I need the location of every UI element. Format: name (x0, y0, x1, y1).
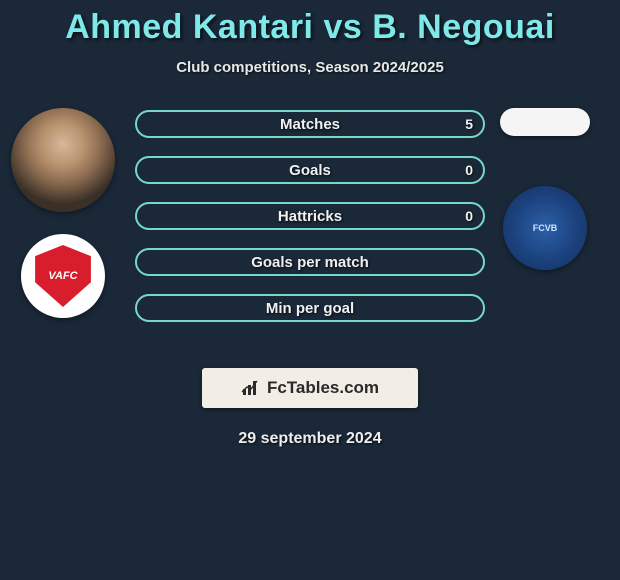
stat-right-value: 5 (465, 116, 473, 132)
footer-brand-text: FcTables.com (267, 378, 379, 398)
stat-label: Goals (289, 162, 331, 179)
stat-row-matches: Matches 5 (135, 110, 485, 138)
club-left-badge: VAFC (21, 234, 105, 318)
club-left-abbr: VAFC (48, 270, 77, 282)
stat-label: Goals per match (251, 254, 369, 271)
stat-row-hattricks: Hattricks 0 (135, 202, 485, 230)
generated-date: 29 september 2024 (238, 430, 381, 448)
club-left-shield: VAFC (32, 245, 94, 307)
club-right-badge: FCVB (503, 186, 587, 270)
stat-row-min-per-goal: Min per goal (135, 294, 485, 322)
stats-area: VAFC Matches 5 Goals 0 Hattricks 0 (0, 106, 620, 346)
player-left-photo (11, 108, 115, 212)
comparison-card: Ahmed Kantari vs B. Negouai Club competi… (0, 0, 620, 448)
stat-row-goals: Goals 0 (135, 156, 485, 184)
stat-right-value: 0 (465, 162, 473, 178)
stat-label: Hattricks (278, 208, 342, 225)
stat-label: Min per goal (266, 300, 354, 317)
bar-chart-icon (241, 379, 261, 397)
footer-brand[interactable]: FcTables.com (202, 368, 418, 408)
stat-right-value: 0 (465, 208, 473, 224)
club-right-abbr: FCVB (533, 223, 558, 233)
player-right-column: FCVB (490, 106, 600, 270)
stat-label: Matches (280, 116, 340, 133)
stat-row-goals-per-match: Goals per match (135, 248, 485, 276)
player-right-pill (500, 108, 590, 136)
player-left-column: VAFC (8, 106, 118, 318)
subtitle: Club competitions, Season 2024/2025 (176, 59, 444, 76)
page-title: Ahmed Kantari vs B. Negouai (65, 8, 555, 47)
stat-bars: Matches 5 Goals 0 Hattricks 0 Goals per … (135, 110, 485, 346)
